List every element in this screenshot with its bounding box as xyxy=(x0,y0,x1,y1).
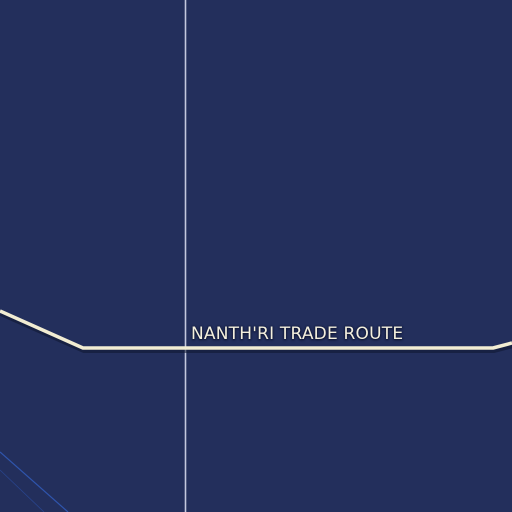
map-canvas[interactable]: NANTH'RI TRADE ROUTE xyxy=(0,0,512,512)
map-layer xyxy=(0,0,512,512)
map-background xyxy=(0,0,512,512)
